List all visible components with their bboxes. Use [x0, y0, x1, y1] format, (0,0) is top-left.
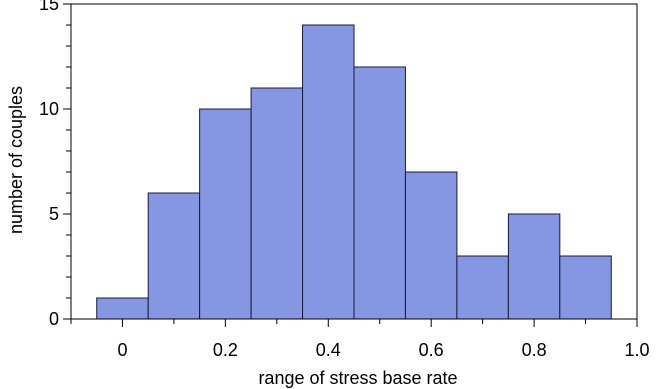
tick-labels: 0 0.2 0.4 0.6 0.8 1.0 0 5 10 15: [39, 0, 650, 360]
x-tick-label: 0.2: [213, 340, 238, 360]
histogram-bar: [404, 171, 458, 320]
x-tick-label: 0.8: [522, 340, 547, 360]
axis-ticks: [63, 3, 638, 327]
x-tick-label: 1.0: [624, 340, 649, 360]
histogram-bar: [456, 255, 509, 320]
plot-frame: [70, 3, 638, 320]
y-axis-title: number of couples: [6, 86, 26, 234]
x-tick-label: 0: [117, 340, 127, 360]
histogram-bars: [96, 24, 612, 320]
histogram-bar: [302, 24, 355, 320]
y-tick-label: 10: [39, 99, 59, 119]
y-tick-label: 15: [39, 0, 59, 14]
histogram-bar: [250, 87, 304, 320]
x-tick-label: 0.4: [316, 340, 341, 360]
x-tick-label: 0.6: [419, 340, 444, 360]
histogram-bar: [199, 108, 252, 320]
y-tick-label: 5: [49, 204, 59, 224]
histogram-bar: [96, 297, 149, 320]
histogram-bar: [559, 255, 612, 320]
histogram-bar: [507, 213, 561, 320]
y-tick-label: 0: [49, 309, 59, 329]
x-axis-title: range of stress base rate: [258, 368, 457, 388]
histogram-bar: [353, 66, 406, 320]
histogram-bar: [147, 192, 201, 320]
